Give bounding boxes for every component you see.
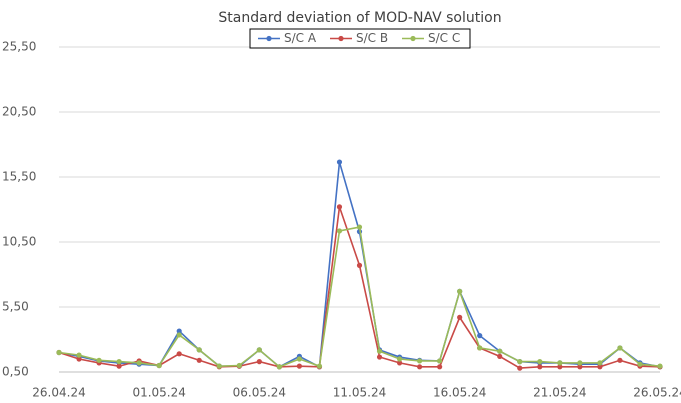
- data-point: [256, 347, 262, 353]
- x-tick-label: 01.05.24: [132, 386, 185, 400]
- y-tick-label: 20,50: [2, 105, 36, 119]
- x-tick-label: 11.05.24: [333, 386, 386, 400]
- data-point: [76, 352, 82, 358]
- chart-title: Standard deviation of MOD-NAV solution: [218, 10, 501, 26]
- data-point: [356, 262, 363, 268]
- data-point: [296, 356, 302, 362]
- x-tick-label: 26.04.24: [32, 386, 85, 400]
- data-point: [256, 359, 262, 365]
- data-point: [336, 228, 343, 234]
- data-point: [196, 347, 202, 353]
- data-point: [577, 364, 583, 370]
- data-point: [517, 359, 523, 365]
- data-point: [176, 328, 182, 334]
- data-point: [216, 363, 222, 369]
- legend-label: S/C C: [428, 31, 460, 45]
- data-point: [116, 359, 122, 365]
- legend-marker: [410, 35, 416, 42]
- data-point: [637, 361, 643, 367]
- data-point: [396, 360, 403, 366]
- data-point: [457, 314, 463, 320]
- data-point: [276, 364, 282, 370]
- x-tick-label: 16.05.24: [433, 386, 486, 400]
- data-point: [336, 159, 343, 165]
- data-point: [537, 359, 543, 365]
- legend-marker: [338, 35, 344, 42]
- data-point: [597, 364, 603, 370]
- data-point: [477, 345, 483, 351]
- data-point: [176, 351, 182, 357]
- data-point: [96, 357, 102, 363]
- data-point: [296, 363, 302, 369]
- x-tick-label: 21.05.24: [533, 386, 586, 400]
- data-point: [116, 363, 122, 369]
- data-point: [497, 353, 503, 359]
- legend-label: S/C A: [284, 31, 317, 45]
- data-point: [437, 364, 443, 370]
- data-point: [557, 360, 563, 366]
- data-point: [356, 224, 363, 230]
- data-point: [457, 288, 463, 294]
- x-tick-label: 06.05.24: [233, 386, 286, 400]
- data-point: [417, 358, 423, 364]
- data-point: [437, 358, 443, 364]
- legend-box: [249, 28, 471, 49]
- data-point: [396, 356, 403, 362]
- y-tick-label: 0,50: [2, 365, 29, 379]
- data-point: [196, 357, 202, 363]
- data-point: [56, 349, 62, 356]
- data-point: [336, 204, 343, 210]
- y-tick-label: 15,50: [2, 170, 36, 184]
- data-point: [617, 345, 623, 351]
- data-point: [557, 364, 563, 370]
- data-point: [537, 364, 543, 370]
- data-point: [497, 348, 503, 354]
- legend-label: S/C B: [356, 31, 388, 45]
- data-point: [417, 364, 423, 370]
- legend-marker: [266, 35, 272, 42]
- y-tick-label: 10,50: [2, 235, 36, 249]
- y-tick-label: 25,50: [2, 40, 36, 54]
- data-point: [617, 357, 623, 363]
- data-point: [517, 365, 523, 371]
- data-point: [76, 356, 82, 362]
- x-tick-label: 26.05.24: [633, 386, 681, 400]
- data-point: [316, 363, 323, 369]
- data-point: [376, 354, 383, 360]
- data-point: [236, 362, 242, 369]
- data-point: [657, 363, 663, 369]
- data-point: [477, 333, 483, 339]
- data-point: [597, 360, 603, 366]
- data-point: [156, 362, 162, 369]
- data-point: [577, 360, 583, 366]
- data-point: [136, 360, 142, 366]
- data-point: [376, 348, 383, 354]
- y-tick-label: 5,50: [2, 300, 29, 314]
- data-point: [176, 332, 182, 338]
